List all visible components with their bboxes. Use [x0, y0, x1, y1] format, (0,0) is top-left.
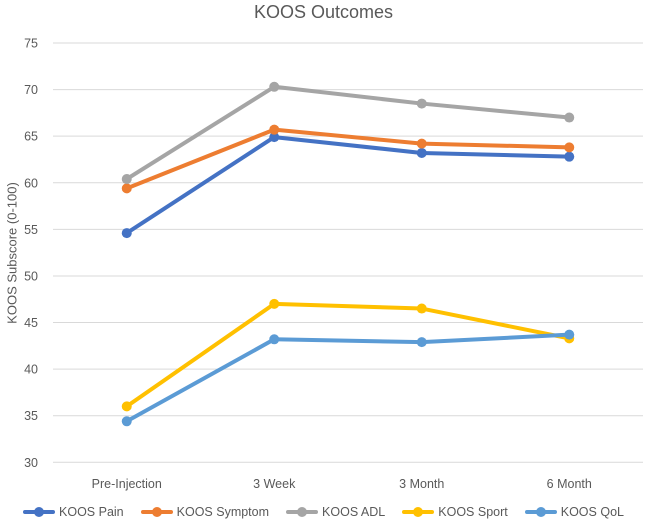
legend-item-koos-symptom: KOOS Symptom	[140, 505, 270, 519]
y-tick-label-70: 70	[24, 83, 38, 97]
y-tick-label-65: 65	[24, 130, 38, 144]
legend-dot-shape	[34, 507, 45, 517]
data-point-koos-symptom-0	[121, 183, 132, 194]
data-point-koos-sport-1	[269, 298, 280, 309]
legend-item-koos-pain: KOOS Pain	[23, 505, 124, 519]
legend-marker-icon	[524, 507, 557, 517]
data-point-koos-pain-2	[416, 147, 427, 158]
data-point-koos-adl-2	[416, 98, 427, 109]
legend-label: KOOS Symptom	[176, 505, 270, 519]
x-tick-label-3-week: 3 Week	[253, 477, 296, 491]
legend-label: KOOS Sport	[438, 505, 508, 519]
series-line-koos-qol	[124, 332, 572, 424]
data-point-koos-adl-0	[121, 174, 132, 185]
legend-label: KOOS ADL	[322, 505, 386, 519]
legend-dot-shape	[151, 507, 162, 517]
data-point-koos-pain-3	[564, 151, 575, 162]
data-point-koos-sport-0	[121, 401, 132, 412]
x-tick-label-pre-injection: Pre-Injection	[92, 477, 162, 491]
chart-plot-area: 75 70 65 60 55 50 45 40 35 30 Pre-Injection 3 Week 3…	[24, 37, 643, 491]
data-point-koos-symptom-2	[416, 138, 427, 149]
series-line-koos-adl	[124, 84, 572, 182]
y-tick-label-50: 50	[24, 269, 38, 283]
series-line-koos-symptom	[124, 127, 572, 191]
y-tick-label-30: 30	[24, 456, 38, 470]
data-point-koos-symptom-3	[564, 142, 575, 153]
x-tick-label-6-month: 6 Month	[547, 477, 592, 491]
data-point-koos-adl-3	[564, 112, 575, 123]
chart-legend: KOOS Pain KOOS Symptom KOOS ADL KOOS Sport K…	[0, 505, 647, 519]
data-point-koos-qol-1	[269, 334, 280, 345]
data-point-koos-pain-1	[269, 132, 280, 143]
series-line-koos-pain	[124, 135, 572, 236]
legend-label: KOOS Pain	[59, 505, 124, 519]
legend-dot-shape	[535, 507, 546, 517]
data-point-koos-qol-0	[121, 416, 132, 427]
y-tick-label-75: 75	[24, 37, 38, 51]
legend-marker-icon	[402, 507, 435, 517]
legend-item-koos-qol: KOOS QoL	[524, 505, 624, 519]
x-tick-label-3-month: 3 Month	[399, 477, 444, 491]
legend-marker-icon	[286, 507, 319, 517]
legend-item-koos-adl: KOOS ADL	[286, 505, 385, 519]
chart-title: KOOS Outcomes	[253, 2, 394, 22]
y-tick-label-40: 40	[24, 363, 38, 377]
y-tick-label-35: 35	[24, 409, 38, 423]
y-tick-label-45: 45	[24, 316, 38, 330]
legend-dot-shape	[413, 507, 424, 517]
legend-marker-icon	[23, 507, 56, 517]
legend-dot-shape	[297, 507, 308, 517]
legend-marker-icon	[140, 507, 173, 517]
y-tick-label-55: 55	[24, 223, 38, 237]
legend-label: KOOS QoL	[560, 505, 624, 519]
data-point-koos-qol-2	[416, 337, 427, 348]
data-point-koos-pain-0	[121, 228, 132, 239]
data-point-koos-symptom-1	[269, 124, 280, 135]
legend-item-koos-sport: KOOS Sport	[402, 505, 508, 519]
data-point-koos-qol-3	[564, 329, 575, 340]
y-tick-label-60: 60	[24, 176, 38, 190]
data-point-koos-sport-2	[416, 303, 427, 314]
data-point-koos-adl-1	[269, 81, 280, 92]
series-line-koos-sport	[124, 301, 572, 409]
